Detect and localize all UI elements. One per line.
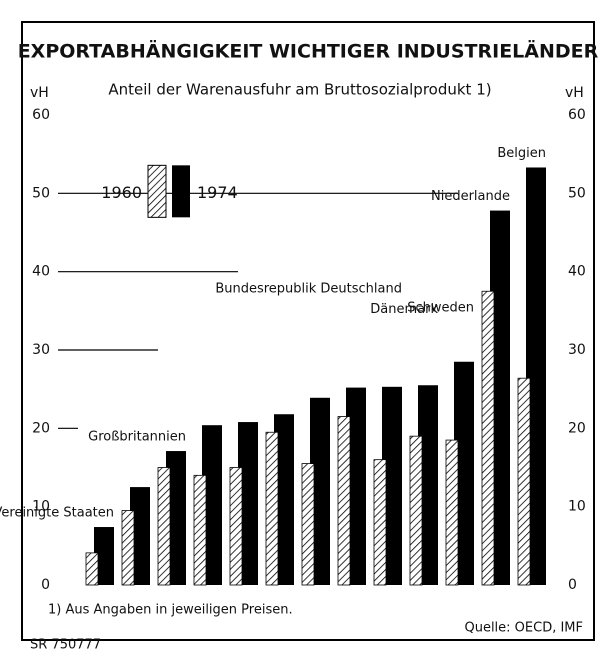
y-tick-label: 0 (41, 577, 50, 593)
category-label: Schweden (407, 300, 474, 315)
bar-1960 (193, 474, 207, 586)
y2-tick-label: 40 (568, 264, 586, 280)
y2-tick-label: 50 (568, 185, 586, 201)
bar-1960 (301, 463, 315, 586)
bar-1974 (310, 397, 330, 585)
bar-1960 (409, 435, 423, 586)
category-label: Großbritannien (88, 430, 186, 445)
bar-1960 (517, 377, 531, 586)
bar-1960 (85, 552, 99, 586)
y2-tick-label: 20 (568, 420, 586, 436)
y2-axis-label: vH (565, 85, 584, 101)
category-label: Niederlande (431, 189, 510, 204)
legend-label: 1960 (101, 183, 142, 202)
bar-1974 (202, 425, 222, 585)
category-label: Bundesrepublik Deutschland (215, 281, 402, 296)
bar-1974 (490, 210, 510, 586)
bar-1960 (121, 510, 135, 586)
bar-1960 (445, 439, 459, 586)
category-label: Belgien (497, 146, 546, 161)
legend-label: 1974 (197, 183, 238, 202)
bar-1974 (382, 386, 402, 585)
y-tick-label: 20 (32, 420, 50, 436)
category-label: Vereinigte Staaten (0, 506, 114, 521)
bar-1974 (418, 385, 438, 585)
bar-1960 (337, 416, 351, 586)
bar-1960 (229, 467, 243, 586)
y-tick-label: 40 (32, 264, 50, 280)
footnote: 1) Aus Angaben in jeweiligen Preisen. (48, 603, 293, 618)
y2-tick-label: 10 (568, 499, 586, 515)
bar-1974 (454, 361, 474, 585)
code: SR 750777 (30, 638, 101, 653)
y2-tick-label: 30 (568, 342, 586, 358)
legend-swatch-1960 (147, 164, 167, 218)
y2-tick-label: 60 (568, 107, 586, 123)
frame (21, 21, 595, 641)
legend-swatch-1974 (172, 165, 190, 218)
bar-1960 (481, 290, 495, 586)
bar-1974 (166, 451, 186, 585)
y-tick-label: 60 (32, 107, 50, 123)
bar-1974 (346, 387, 366, 585)
y2-tick-label: 0 (568, 577, 577, 593)
bar-1974 (238, 422, 258, 585)
y-tick-label: 30 (32, 342, 50, 358)
chart-subtitle: Anteil der Warenausfuhr am Bruttosozialp… (108, 81, 491, 99)
chart-title: EXPORTABHÄNGIGKEIT WICHTIGER INDUSTRIELÄ… (18, 39, 599, 63)
bar-1974 (526, 167, 546, 585)
bar-1974 (130, 487, 150, 585)
source: Quelle: OECD, IMF (464, 621, 583, 636)
y-tick-label: 50 (32, 185, 50, 201)
category-label: Dänemark (370, 302, 438, 317)
y-axis-label: vH (30, 85, 49, 101)
bar-1974 (94, 527, 114, 585)
bar-1960 (373, 459, 387, 586)
bar-1960 (157, 467, 171, 586)
bar-1974 (274, 414, 294, 585)
bar-1960 (265, 431, 279, 586)
y-tick-label: 10 (32, 499, 50, 515)
